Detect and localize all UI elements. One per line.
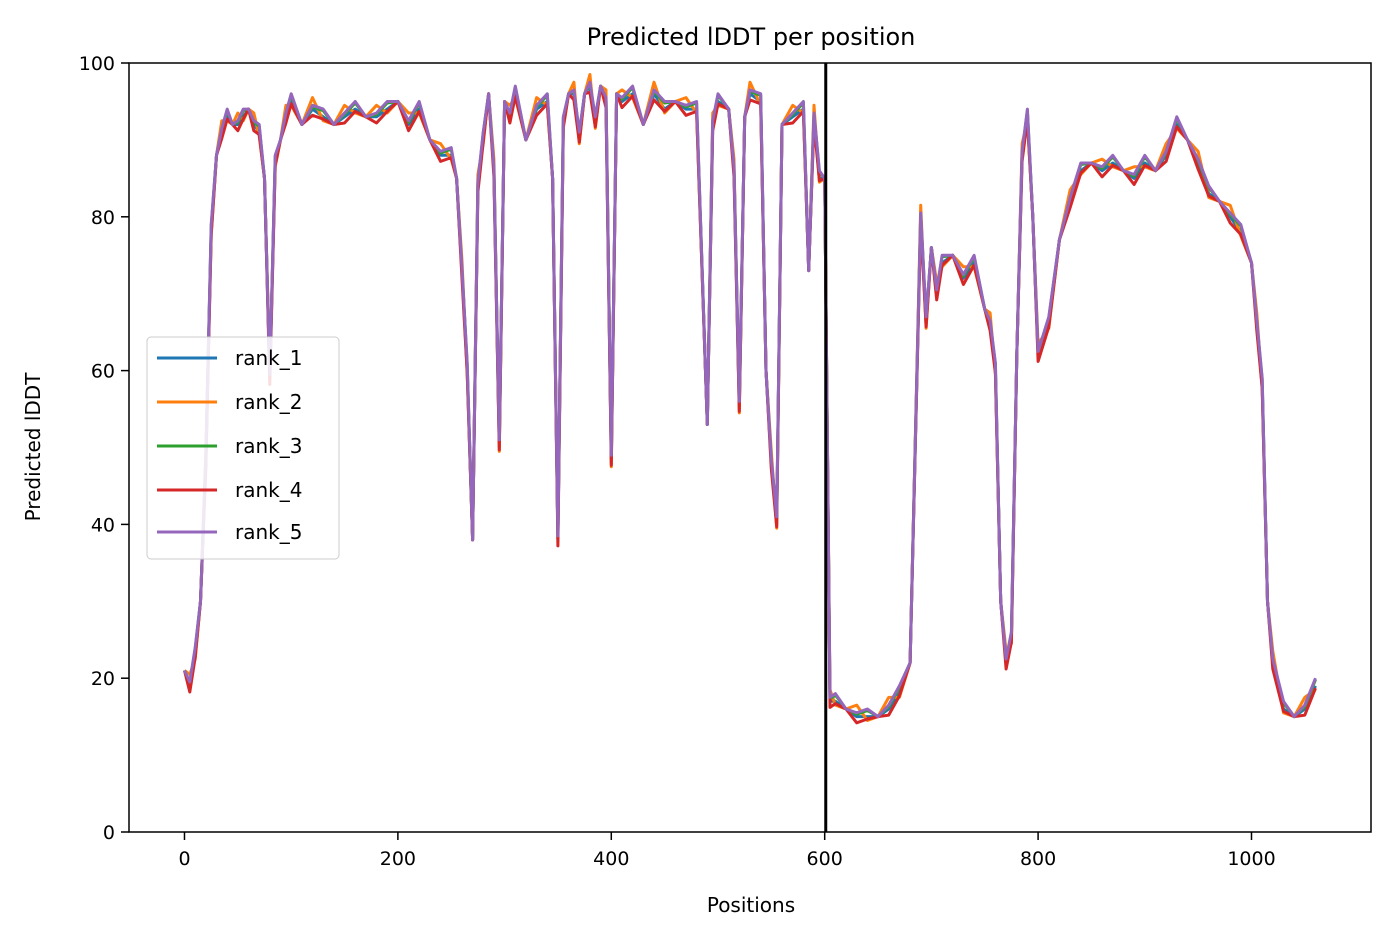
- x-tick-label: 0: [178, 848, 190, 870]
- y-tick-label: 0: [103, 822, 115, 844]
- legend-item-rank-5: rank_5: [157, 520, 302, 544]
- x-tick-label: 400: [593, 848, 629, 870]
- legend-item-rank-1: rank_1: [157, 346, 302, 370]
- x-axis-ticks: 0 200 400 600 800 1000: [178, 832, 1276, 870]
- legend-box: [146, 336, 340, 560]
- series-layer: [183, 73, 1317, 725]
- x-tick-label: 600: [807, 848, 843, 870]
- x-tick-label: 800: [1020, 848, 1056, 870]
- x-tick-label: 1000: [1227, 848, 1275, 870]
- y-tick-label: 80: [91, 207, 115, 229]
- y-axis-title: Predicted lDDT: [21, 372, 45, 522]
- plot-frame: [128, 62, 1372, 833]
- chart-title: Predicted lDDT per position: [587, 23, 916, 51]
- series-line-rank-5: [183, 80, 1317, 719]
- legend: rank_1 rank_2 rank_3 rank_4 rank_5: [146, 336, 340, 560]
- y-tick-label: 20: [91, 668, 115, 690]
- legend-item-rank-3: rank_3: [157, 434, 302, 458]
- x-axis-title: Positions: [707, 893, 795, 917]
- x-tick-label: 200: [380, 848, 416, 870]
- y-tick-label: 40: [91, 514, 115, 536]
- legend-label: rank_2: [235, 390, 302, 414]
- legend-label: rank_3: [235, 434, 302, 458]
- y-axis-ticks: 0 20 40 60 80 100: [79, 53, 129, 844]
- legend-label: rank_4: [235, 478, 302, 502]
- y-tick-label: 60: [91, 361, 115, 383]
- legend-item-rank-2: rank_2: [157, 390, 302, 414]
- legend-label: rank_1: [235, 346, 302, 370]
- legend-item-rank-4: rank_4: [157, 478, 302, 502]
- y-tick-label: 100: [79, 53, 115, 75]
- legend-label: rank_5: [235, 520, 302, 544]
